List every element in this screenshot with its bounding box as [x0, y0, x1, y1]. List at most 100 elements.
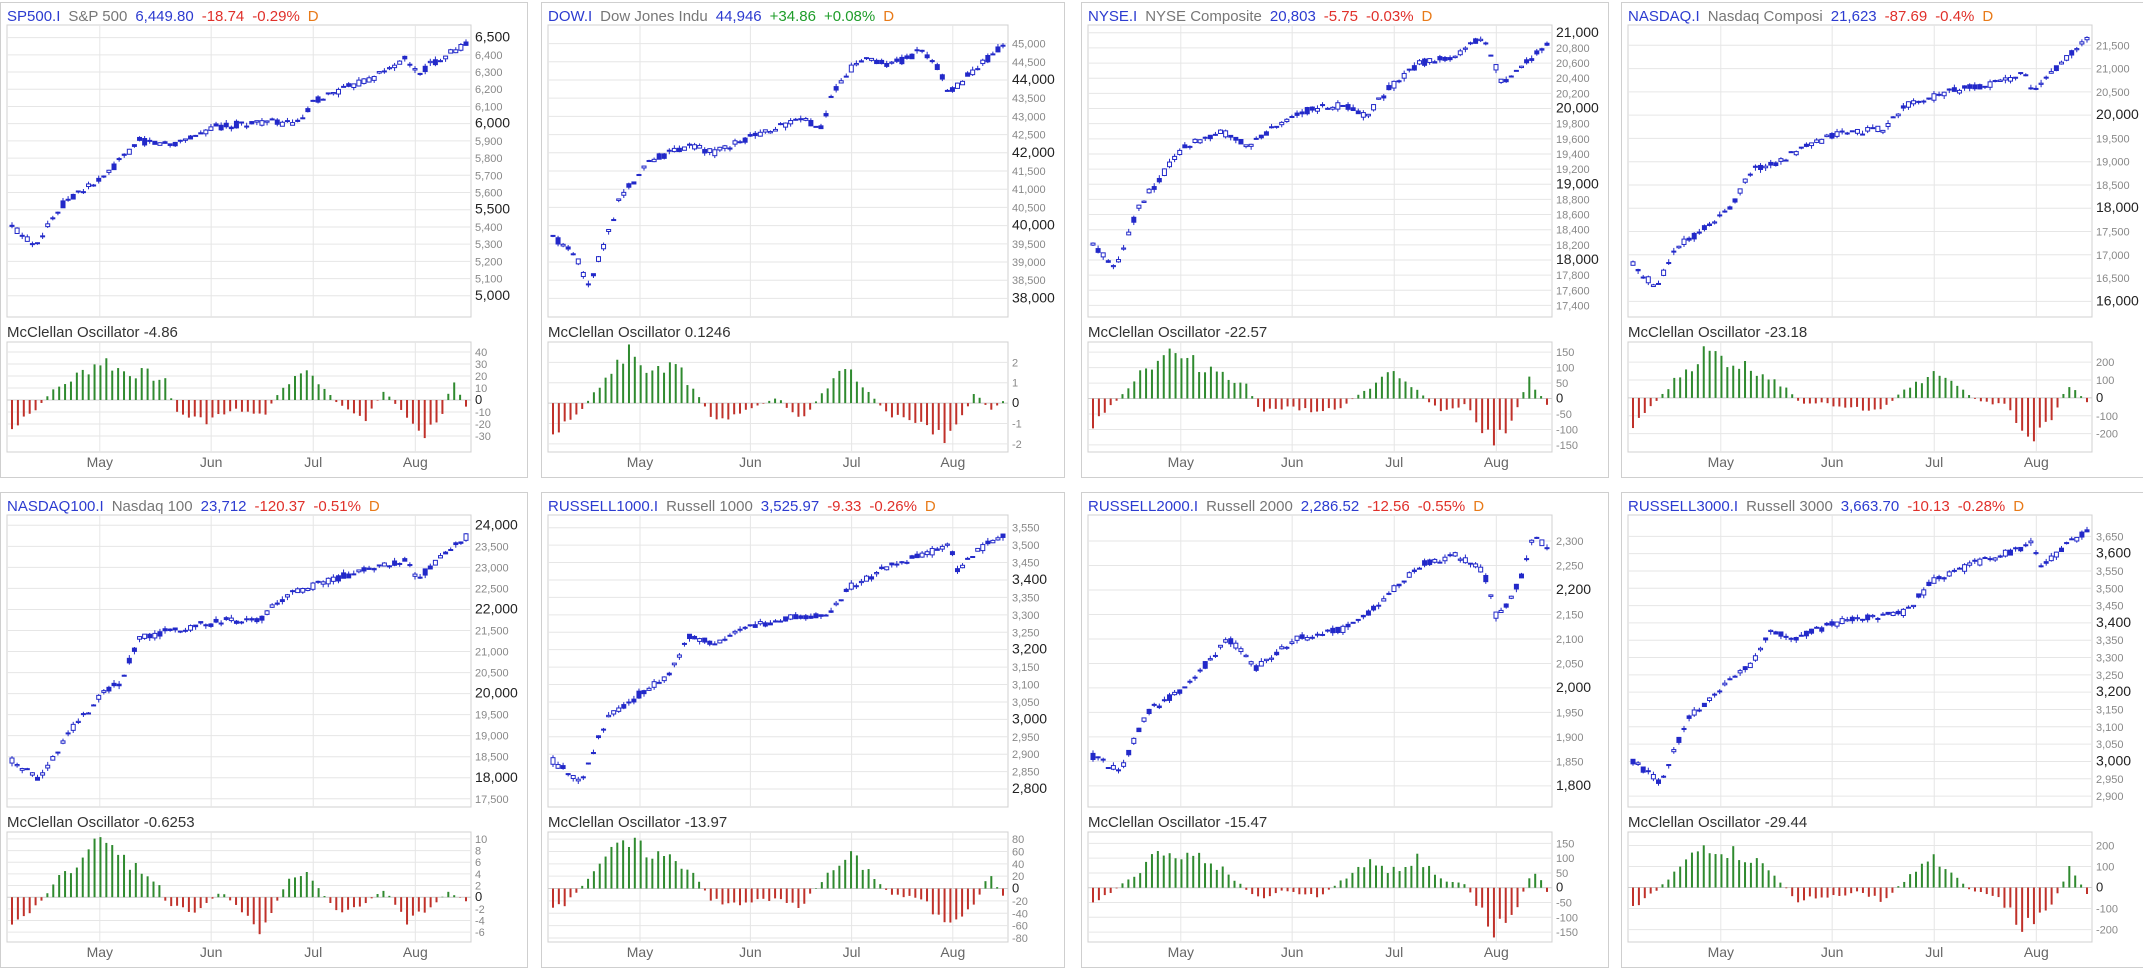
candle-body: [1396, 80, 1402, 83]
period-selector[interactable]: D: [924, 498, 936, 515]
candle-body: [244, 125, 250, 128]
candle: [1824, 133, 1830, 138]
price-tick-label: 38,500: [1012, 275, 1046, 287]
candle-body: [157, 142, 163, 146]
period-selector[interactable]: D: [1421, 8, 1433, 25]
candle-body: [2013, 547, 2019, 550]
month-label: Jun: [1821, 944, 1844, 960]
candle: [1355, 108, 1361, 115]
candle-body: [188, 625, 194, 631]
candle: [1701, 224, 1707, 232]
ticker-symbol[interactable]: RUSSELL2000.I: [1088, 498, 1199, 515]
candle: [1508, 75, 1514, 78]
period-selector[interactable]: D: [2013, 498, 2025, 515]
candle-body: [1701, 225, 1707, 231]
price-chart-svg: 21,00020,80020,60020,40020,20020,00019,8…: [1087, 24, 1599, 470]
candle: [1406, 571, 1412, 578]
candle-body: [1202, 136, 1208, 139]
candle: [747, 624, 753, 627]
candle-body: [131, 144, 137, 147]
candle: [1737, 188, 1743, 196]
candle-body: [874, 572, 880, 575]
price-tick-label: 21,000: [2096, 64, 2130, 76]
candle-body: [111, 682, 117, 687]
oscillator-tick-label: -50: [1556, 898, 1572, 910]
candle-body: [555, 764, 561, 769]
period-selector[interactable]: D: [1473, 498, 1485, 515]
candle-body: [1967, 84, 1973, 89]
period-selector[interactable]: D: [1982, 8, 1994, 25]
candle: [1712, 220, 1718, 225]
candle-body: [823, 113, 829, 117]
ticker-symbol[interactable]: RUSSELL3000.I: [1628, 498, 1739, 515]
candle: [1141, 200, 1147, 204]
candle-body: [596, 256, 602, 262]
period-selector[interactable]: D: [307, 8, 319, 25]
period-selector[interactable]: D: [883, 8, 895, 25]
ticker-symbol[interactable]: DOW.I: [548, 8, 593, 25]
ticker-symbol[interactable]: RUSSELL1000.I: [548, 498, 659, 515]
candle-body: [1778, 158, 1784, 162]
candle-body: [550, 234, 556, 237]
candle: [106, 169, 112, 175]
candle-body: [1803, 630, 1809, 637]
candle-body: [40, 772, 46, 776]
candle: [325, 92, 331, 96]
candle-body: [687, 143, 693, 146]
candle: [274, 118, 280, 127]
candle-body: [203, 129, 209, 135]
price-tick-label: 2,050: [1556, 658, 1584, 670]
candle: [712, 146, 718, 159]
candle: [611, 217, 617, 222]
oscillator-tick-label: -60: [1012, 921, 1028, 933]
candle-body: [1248, 143, 1254, 147]
candle: [960, 80, 966, 86]
candle-body: [727, 147, 733, 150]
period-selector[interactable]: D: [368, 498, 380, 515]
price-tick-label: 20,000: [475, 685, 518, 701]
candle: [218, 122, 224, 131]
candle: [671, 662, 677, 668]
candle-body: [1941, 91, 1947, 97]
candle: [376, 71, 382, 75]
candle: [1885, 611, 1891, 616]
candle-body: [1763, 165, 1769, 169]
index-name: Russell 3000: [1746, 498, 1833, 515]
ticker-symbol[interactable]: SP500.I: [7, 8, 61, 25]
candle-body: [1982, 557, 1988, 560]
price-tick-label: 3,600: [2096, 545, 2131, 561]
candle-body: [2084, 529, 2090, 533]
candle-body: [453, 542, 459, 546]
ticker-symbol[interactable]: NYSE.I: [1088, 8, 1138, 25]
candle-body: [361, 78, 367, 84]
candle-body: [463, 533, 469, 541]
candle-body: [381, 70, 387, 73]
ticker-symbol[interactable]: NASDAQ100.I: [7, 498, 104, 515]
candle-body: [65, 198, 71, 201]
candle-body: [1982, 85, 1988, 88]
candle: [218, 620, 224, 627]
candle: [427, 563, 433, 570]
price-tick-label: 3,100: [2096, 722, 2124, 734]
candle-body: [1340, 104, 1346, 107]
candle: [1289, 638, 1295, 646]
month-label: Jul: [1385, 944, 1403, 960]
candle: [1493, 64, 1499, 74]
price-tick-label: 18,800: [1556, 194, 1590, 206]
candle: [407, 61, 413, 68]
candle-body: [177, 139, 183, 142]
candle-body: [2038, 565, 2044, 568]
ticker-symbol[interactable]: NASDAQ.I: [1628, 8, 1700, 25]
candle: [45, 220, 51, 229]
candle: [879, 564, 885, 570]
candle-body: [325, 577, 331, 585]
candle-body: [75, 720, 81, 723]
candle-body: [813, 613, 819, 619]
candle-body: [1478, 38, 1484, 42]
candle-body: [1951, 569, 1957, 572]
candle-body: [803, 117, 809, 121]
candle: [453, 47, 459, 54]
price-tick-label: 40,500: [1012, 202, 1046, 214]
candle: [1391, 80, 1397, 92]
oscillator-tick-label: 0: [1556, 880, 1563, 895]
